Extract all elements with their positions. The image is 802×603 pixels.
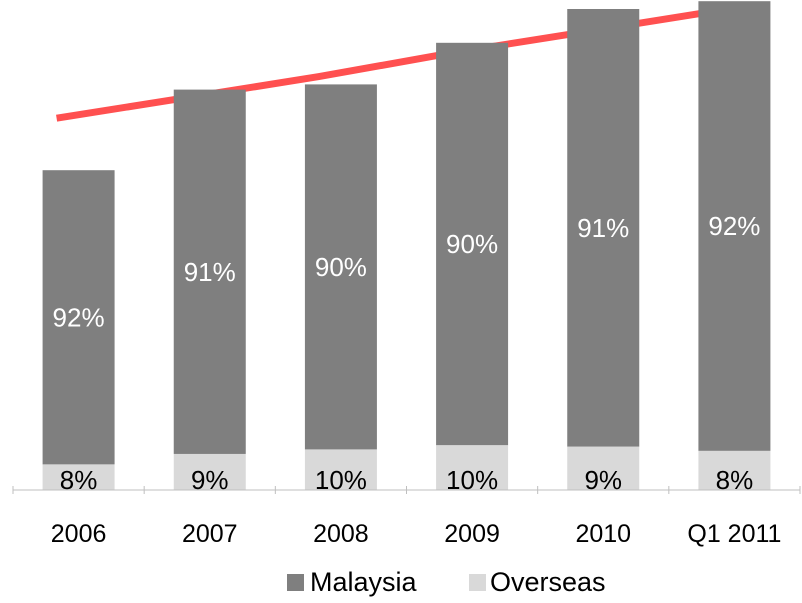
label-malaysia-2007: 91% [184, 257, 236, 287]
x-axis: 2006 2007 2008 2009 2010 Q1 2011 [12, 486, 801, 548]
bar-malaysia-2010 [567, 9, 640, 447]
label-malaysia-2010: 91% [577, 213, 629, 243]
bar-overseas-2008 [304, 449, 377, 490]
legend-label-malaysia: Malaysia [310, 567, 418, 597]
x-tick-label-2009: 2009 [444, 520, 500, 548]
label-overseas-2009: 10% [446, 465, 498, 495]
x-tick-label-2010: 2010 [575, 520, 631, 548]
x-tick-label-2006: 2006 [51, 520, 107, 548]
bar-malaysia-2006 [42, 170, 115, 465]
label-overseas-2006: 8% [60, 465, 98, 495]
label-overseas-q1-2011: 8% [716, 465, 754, 495]
bar-malaysia-q1-2011 [698, 1, 771, 451]
data-labels-layer: 92% 8% 91% 9% 90% 10% 90% 10% 91% 9% 92% 8% [53, 211, 761, 495]
bar-overseas-q1-2011 [698, 450, 771, 490]
bar-malaysia-2009 [436, 42, 509, 446]
legend: Malaysia Overseas [287, 567, 606, 597]
bar-overseas-2006 [42, 464, 115, 490]
bar-overseas-2007 [173, 453, 246, 490]
bar-overseas-2009 [436, 445, 509, 490]
label-malaysia-q1-2011: 92% [708, 211, 760, 241]
legend-label-overseas: Overseas [490, 567, 606, 597]
legend-swatch-overseas [469, 574, 486, 591]
bars-layer [42, 1, 771, 490]
label-malaysia-2008: 90% [315, 252, 367, 282]
label-malaysia-2009: 90% [446, 229, 498, 259]
label-malaysia-2006: 92% [53, 302, 105, 332]
label-overseas-2010: 9% [584, 465, 622, 495]
x-tick-label-q1-2011: Q1 2011 [687, 520, 781, 548]
label-overseas-2007: 9% [191, 465, 229, 495]
bar-malaysia-2007 [173, 89, 246, 454]
x-tick-label-2007: 2007 [182, 520, 238, 548]
label-overseas-2008: 10% [315, 465, 367, 495]
bar-malaysia-2008 [304, 84, 377, 450]
bar-overseas-2010 [567, 446, 640, 490]
x-tick-label-2008: 2008 [313, 520, 369, 548]
legend-swatch-malaysia [287, 574, 304, 591]
